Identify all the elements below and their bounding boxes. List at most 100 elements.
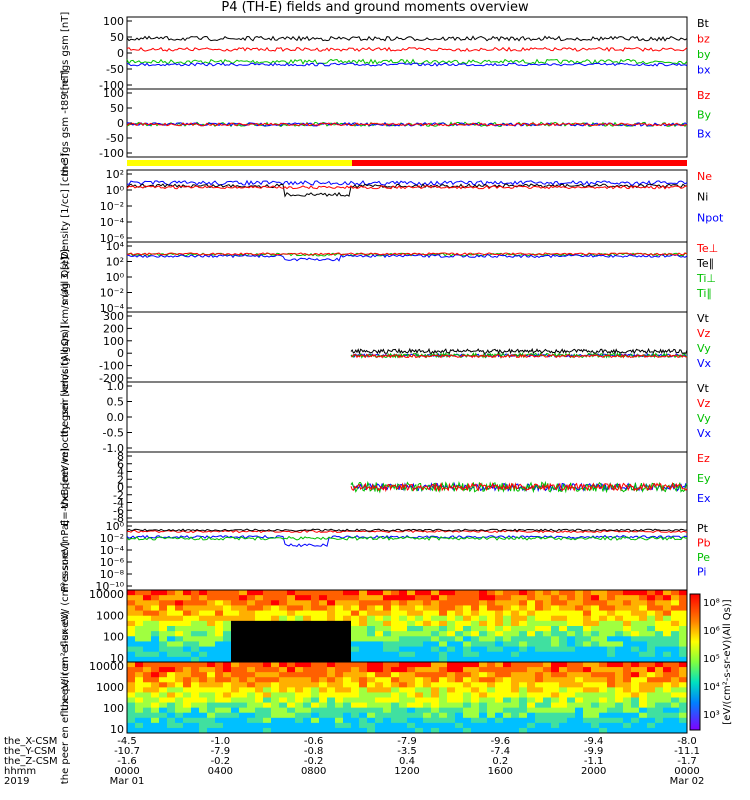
- peer-spectrogram-cell: [607, 692, 616, 698]
- peir-spectrogram-cell: [511, 605, 520, 612]
- peir-spectrogram-cell: [639, 620, 648, 627]
- peer-spectrogram-cell: [127, 667, 136, 673]
- peer-spectrogram-cell: [215, 672, 224, 678]
- peir-spectrogram-cell: [327, 590, 336, 596]
- peer-spectrogram-cell: [287, 717, 296, 724]
- peir-spectrogram-cell: [423, 656, 432, 663]
- peir-spectrogram-cell: [359, 641, 368, 648]
- peir-spectrogram-cell: [615, 641, 624, 648]
- y-tick-label: 100: [103, 702, 124, 715]
- peer-spectrogram-cell: [631, 717, 640, 724]
- peir-spectrogram-cell: [519, 615, 528, 622]
- peer-spectrogram-cell: [319, 677, 328, 683]
- peer-spectrogram-cell: [367, 667, 376, 673]
- peir-spectrogram-cell: [391, 656, 400, 663]
- peir-spectrogram-cell: [327, 636, 336, 642]
- peir-spectrogram-cell: [671, 600, 680, 606]
- peir-spectrogram-cell: [607, 651, 616, 658]
- peir-spectrogram-cell: [279, 615, 288, 622]
- peir-spectrogram-cell: [655, 615, 664, 622]
- peir-spectrogram-cell: [239, 646, 248, 653]
- peer-spectrogram-cell: [207, 662, 216, 668]
- peer-spectrogram-cell: [623, 722, 632, 729]
- peer-spectrogram-cell: [191, 702, 200, 709]
- y-tick-label: -0.5: [103, 427, 124, 440]
- peer-spectrogram-cell: [255, 692, 264, 698]
- peir-spectrogram-cell: [447, 641, 456, 648]
- peer-spectrogram-cell: [351, 692, 360, 698]
- peir-spectrogram-cell: [199, 631, 208, 637]
- peer-spectrogram-cell: [159, 662, 168, 668]
- peer-spectrogram-cell: [583, 717, 592, 724]
- peir-spectrogram-cell: [215, 590, 224, 596]
- peer-spectrogram-cell: [631, 682, 640, 688]
- y-tick-label: 0.0: [107, 411, 125, 424]
- peer-spectrogram-cell: [511, 697, 520, 704]
- legend-entry: Bt: [697, 17, 710, 30]
- peer-spectrogram-cell: [199, 692, 208, 698]
- peir-spectrogram-cell: [623, 605, 632, 612]
- peer-spectrogram-cell: [367, 692, 376, 698]
- peir-spectrogram-cell: [391, 646, 400, 653]
- peir-spectrogram-cell: [463, 595, 472, 601]
- peir-spectrogram-cell: [503, 651, 512, 658]
- legend-entry: Vx: [697, 427, 712, 440]
- peir-spectrogram-cell: [479, 631, 488, 637]
- trace-pt: [126, 528, 688, 532]
- panel-frame: [126, 16, 688, 90]
- peir-spectrogram-cell: [359, 651, 368, 658]
- peer-spectrogram-cell: [143, 712, 152, 719]
- peer-spectrogram-cell: [447, 677, 456, 683]
- peer-spectrogram-cell: [535, 712, 544, 719]
- peir-spectrogram-cell: [135, 636, 144, 642]
- peer-spectrogram-cell: [183, 717, 192, 724]
- peir-spectrogram-cell: [623, 651, 632, 658]
- peer-spectrogram-cell: [671, 717, 680, 724]
- time-tick-label: -4.5: [117, 736, 137, 747]
- peir-spectrogram-cell: [599, 656, 608, 663]
- colorbar: [689, 593, 701, 731]
- peir-spectrogram-cell: [567, 590, 576, 596]
- peer-spectrogram-cell: [335, 702, 344, 709]
- peer-spectrogram-cell: [551, 682, 560, 688]
- peir-spectrogram-cell: [215, 651, 224, 658]
- peer-spectrogram-cell: [215, 712, 224, 719]
- peer-spectrogram-cell: [399, 702, 408, 709]
- peer-spectrogram-cell: [167, 697, 176, 704]
- peir-spectrogram-cell: [583, 636, 592, 642]
- peir-spectrogram-cell: [407, 631, 416, 637]
- peer-spectrogram-cell: [247, 727, 256, 734]
- peer-spectrogram-cell: [527, 677, 536, 683]
- peer-spectrogram-cell: [591, 662, 600, 668]
- peer-spectrogram-cell: [639, 702, 648, 709]
- peer-spectrogram-cell: [159, 702, 168, 709]
- peer-spectrogram-cell: [159, 672, 168, 678]
- peer-spectrogram-cell: [511, 727, 520, 734]
- peer-spectrogram-cell: [503, 702, 512, 709]
- peir-spectrogram-cell: [375, 656, 384, 663]
- peir-spectrogram-cell: [527, 590, 536, 596]
- peir-spectrogram-cell: [663, 631, 672, 637]
- peir-spectrogram-cell: [287, 595, 296, 601]
- peir-spectrogram-cell: [327, 600, 336, 606]
- peer-spectrogram-cell: [479, 662, 488, 668]
- peir-spectrogram-cell: [399, 610, 408, 617]
- peer-spectrogram-cell: [351, 717, 360, 724]
- peer-spectrogram-cell: [223, 707, 232, 714]
- peir-spectrogram-cell: [151, 651, 160, 658]
- peir-spectrogram-cell: [423, 651, 432, 658]
- peer-spectrogram-cell: [295, 662, 304, 668]
- peer-spectrogram-cell: [367, 727, 376, 734]
- y-tick-label: -50: [106, 132, 124, 145]
- peer-spectrogram-cell: [591, 707, 600, 714]
- peer-spectrogram-cell: [559, 692, 568, 698]
- peir-spectrogram-cell: [487, 651, 496, 658]
- peer-spectrogram-cell: [303, 682, 312, 688]
- peir-spectrogram-cell: [487, 590, 496, 596]
- peer-spectrogram-cell: [623, 727, 632, 734]
- peir-spectrogram-cell: [487, 600, 496, 606]
- peer-spectrogram-cell: [431, 707, 440, 714]
- peir-spectrogram-cell: [495, 590, 504, 596]
- peir-spectrogram-cell: [495, 631, 504, 637]
- peer-spectrogram-cell: [487, 662, 496, 668]
